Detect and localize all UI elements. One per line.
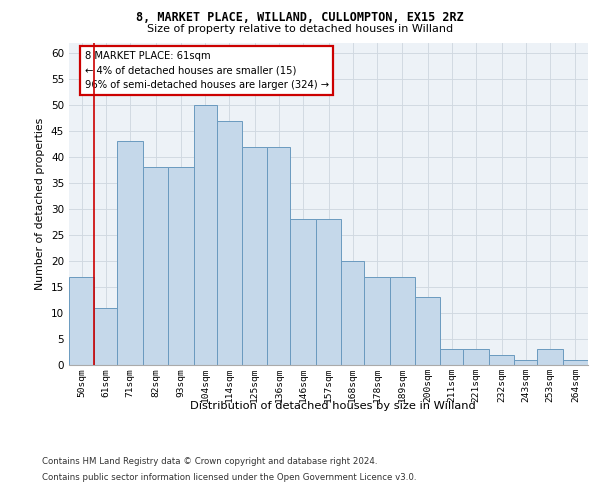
Bar	[69, 276, 94, 365]
Y-axis label: Number of detached properties: Number of detached properties	[35, 118, 46, 290]
Bar	[514, 360, 537, 365]
Text: 8 MARKET PLACE: 61sqm
← 4% of detached houses are smaller (15)
96% of semi-detac: 8 MARKET PLACE: 61sqm ← 4% of detached h…	[85, 50, 329, 90]
Bar	[118, 142, 143, 365]
Text: 8, MARKET PLACE, WILLAND, CULLOMPTON, EX15 2RZ: 8, MARKET PLACE, WILLAND, CULLOMPTON, EX…	[136, 11, 464, 24]
Text: Distribution of detached houses by size in Willand: Distribution of detached houses by size …	[190, 401, 476, 411]
Bar	[341, 261, 364, 365]
Bar	[364, 276, 389, 365]
Bar	[268, 146, 290, 365]
Bar	[94, 308, 118, 365]
Bar	[194, 105, 217, 365]
Bar	[537, 350, 563, 365]
Bar	[290, 220, 316, 365]
Bar	[217, 120, 242, 365]
Bar	[463, 350, 489, 365]
Text: Contains public sector information licensed under the Open Government Licence v3: Contains public sector information licen…	[42, 472, 416, 482]
Text: Size of property relative to detached houses in Willand: Size of property relative to detached ho…	[147, 24, 453, 34]
Bar	[168, 168, 194, 365]
Bar	[489, 354, 514, 365]
Bar	[563, 360, 588, 365]
Text: Contains HM Land Registry data © Crown copyright and database right 2024.: Contains HM Land Registry data © Crown c…	[42, 458, 377, 466]
Bar	[389, 276, 415, 365]
Bar	[316, 220, 341, 365]
Bar	[242, 146, 268, 365]
Bar	[415, 298, 440, 365]
Bar	[440, 350, 463, 365]
Bar	[143, 168, 168, 365]
